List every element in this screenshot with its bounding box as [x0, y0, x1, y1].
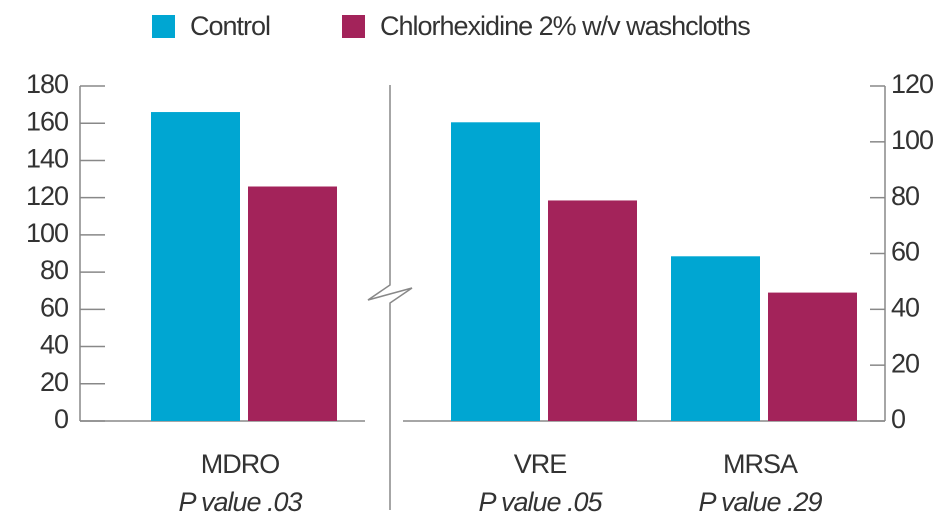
y2-tick-label: 60: [891, 237, 919, 267]
bar: [768, 292, 857, 421]
axis-break: [367, 85, 413, 510]
y-tick-label: 80: [40, 255, 68, 285]
annotation: P value .29: [698, 487, 822, 517]
annotation: P value .05: [478, 487, 603, 517]
y-tick-label: 140: [26, 144, 68, 174]
x-tick-label: VRE: [514, 449, 567, 479]
y-tick-label: 160: [26, 106, 68, 136]
y2-tick-label: 20: [891, 348, 919, 378]
y-tick-label: 120: [26, 181, 68, 211]
y2-tick-label: 120: [891, 69, 933, 99]
bar: [671, 256, 760, 421]
bar: [151, 112, 240, 422]
y-tick-label: 20: [40, 367, 68, 397]
break-line: [367, 85, 413, 510]
y2-tick-label: 40: [891, 292, 919, 322]
bar: [548, 200, 637, 421]
y-tick-label: 180: [26, 69, 68, 99]
x-tick-label: MDRO: [201, 449, 280, 479]
legend-label: Control: [190, 11, 270, 41]
y-tick-label: 60: [40, 292, 68, 322]
y2-tick-label: 100: [891, 125, 933, 155]
y2-tick-label: 0: [891, 404, 905, 434]
x-tick-label: MRSA: [723, 449, 798, 479]
y-tick-label: 40: [40, 330, 68, 360]
legend-swatch: [152, 15, 175, 38]
bar: [451, 122, 540, 422]
y2-tick-label: 80: [891, 181, 919, 211]
y-tick-label: 100: [26, 218, 68, 248]
bar: [248, 186, 337, 421]
legend-label: Chlorhexidine 2% w/v washcloths: [380, 11, 750, 41]
legend-swatch: [342, 15, 365, 38]
y-tick-label: 0: [54, 404, 68, 434]
annotation: P value .03: [178, 487, 302, 517]
